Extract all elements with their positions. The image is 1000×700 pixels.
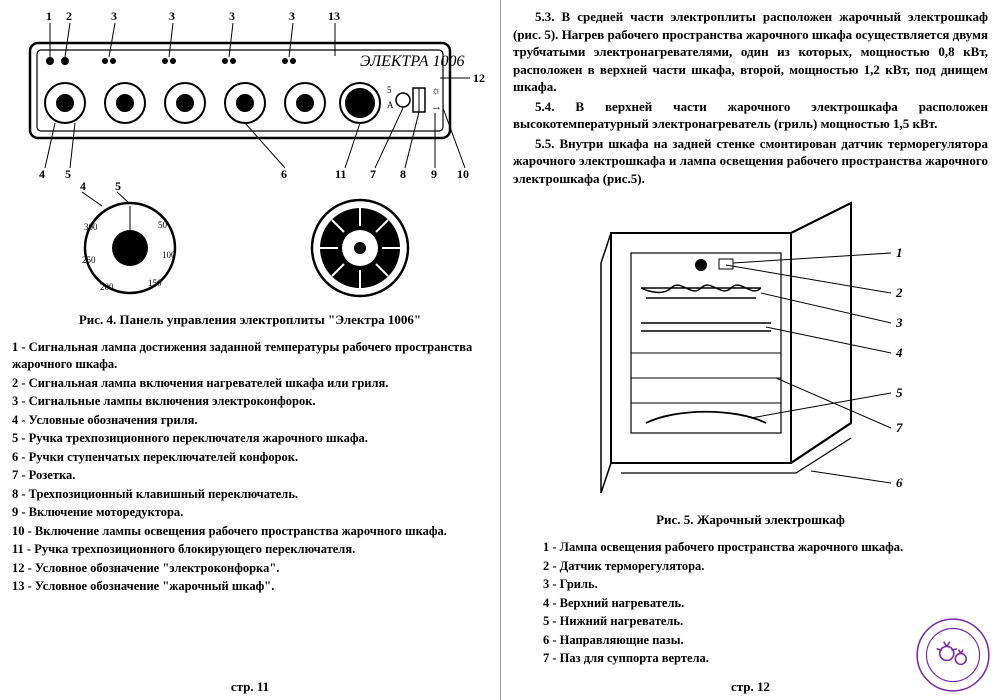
svg-text:6: 6 — [281, 167, 287, 178]
svg-text:5: 5 — [387, 85, 392, 95]
svg-text:4: 4 — [895, 345, 903, 360]
fig5-caption: Рис. 5. Жарочный электрошкаф — [513, 511, 988, 529]
svg-text:☼: ☼ — [431, 85, 441, 97]
svg-text:300: 300 — [84, 222, 98, 232]
svg-text:9: 9 — [431, 167, 437, 178]
left-page: ЭЛЕКТРА 1006 5 A ☼ → 1 2 3 — [0, 0, 500, 700]
fig4-dials-detail: 4 5 50 100 150 200 250 300 — [40, 178, 460, 303]
right-page: 5.3. В средней части электроплиты распол… — [500, 0, 1000, 700]
para-5-4: 5.4. В верхней части жарочного электрошк… — [513, 98, 988, 133]
svg-text:7: 7 — [370, 167, 376, 178]
svg-text:1: 1 — [46, 9, 52, 23]
svg-text:250: 250 — [82, 255, 96, 265]
svg-text:2: 2 — [66, 9, 72, 23]
svg-text:150: 150 — [148, 278, 162, 288]
panel-brand-label: ЭЛЕКТРА 1006 — [360, 53, 465, 70]
svg-text:3: 3 — [169, 9, 175, 23]
svg-text:3: 3 — [895, 315, 903, 330]
para-5-3: 5.3. В средней части электроплиты распол… — [513, 8, 988, 96]
svg-text:8: 8 — [400, 167, 406, 178]
svg-text:A: A — [387, 100, 394, 110]
svg-text:50: 50 — [158, 220, 168, 230]
para-5-5: 5.5. Внутри шкафа на задней стенке смонт… — [513, 135, 988, 188]
fig5-oven-diagram: 1 2 3 4 5 7 6 — [551, 193, 951, 503]
svg-text:100: 100 — [162, 250, 176, 260]
svg-text:4: 4 — [39, 167, 45, 178]
svg-text:3: 3 — [229, 9, 235, 23]
svg-text:→: → — [431, 101, 442, 113]
svg-text:3: 3 — [289, 9, 295, 23]
svg-text:3: 3 — [111, 9, 117, 23]
fig4-legend: 1 - Сигнальная лампа достижения заданной… — [12, 339, 488, 596]
svg-text:10: 10 — [457, 167, 469, 178]
svg-text:7: 7 — [896, 420, 903, 435]
svg-text:11: 11 — [335, 167, 346, 178]
svg-text:12: 12 — [473, 71, 485, 85]
svg-text:4: 4 — [80, 179, 86, 193]
svg-text:200: 200 — [100, 282, 114, 292]
svg-text:5: 5 — [65, 167, 71, 178]
svg-text:6: 6 — [896, 475, 903, 490]
svg-text:5: 5 — [115, 179, 121, 193]
page-number-left: стр. 11 — [0, 678, 500, 696]
svg-text:1: 1 — [896, 245, 903, 260]
svg-text:13: 13 — [328, 9, 340, 23]
fig4-panel-diagram: ЭЛЕКТРА 1006 5 A ☼ → 1 2 3 — [15, 8, 485, 178]
fig4-caption: Рис. 4. Панель управления электроплиты "… — [12, 311, 488, 329]
svg-text:5: 5 — [896, 385, 903, 400]
stamp-icon — [914, 616, 992, 694]
svg-text:2: 2 — [895, 285, 903, 300]
